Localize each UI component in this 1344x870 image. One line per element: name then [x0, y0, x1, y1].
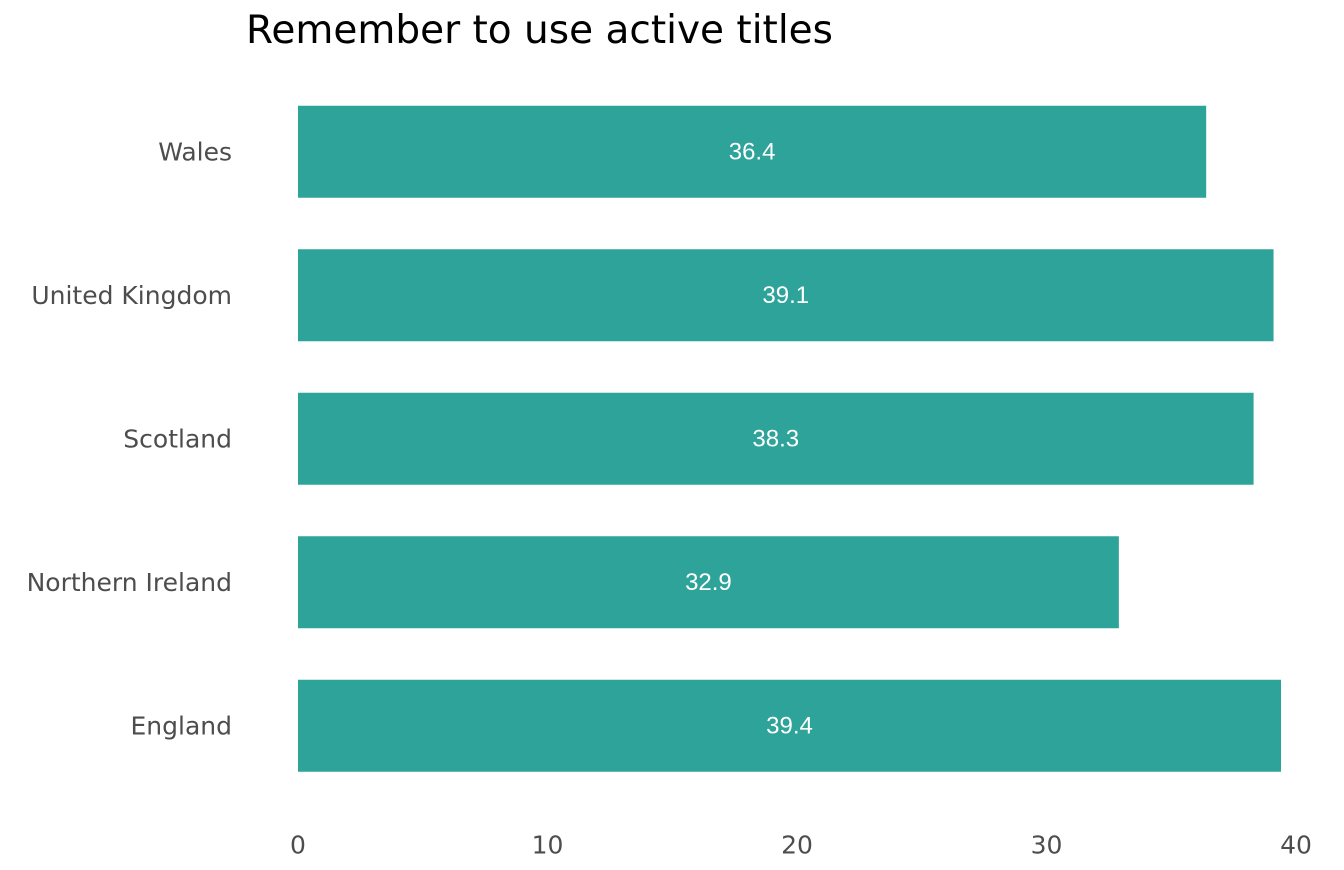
bar-northern-ireland	[298, 536, 1119, 629]
bar-united-kingdom	[298, 249, 1274, 342]
category-labels-layer: England Northern Ireland Scotland United Ki…	[27, 137, 232, 740]
bar-england	[298, 679, 1282, 772]
bar-wales	[298, 105, 1207, 198]
category-label: Wales	[158, 137, 232, 166]
bars-layer	[298, 105, 1282, 772]
category-label: Northern Ireland	[27, 568, 232, 597]
category-label: England	[131, 711, 233, 740]
data-label: 32.9	[685, 569, 732, 596]
data-label: 39.4	[766, 712, 813, 739]
data-label: 36.4	[729, 138, 776, 165]
x-tick-label: 30	[1031, 831, 1063, 860]
x-axis-ticks-layer: 0 10 20 30 40	[290, 831, 1312, 860]
chart-title: Remember to use active titles	[246, 8, 833, 53]
category-label: Scotland	[123, 424, 232, 453]
data-label: 39.1	[762, 282, 809, 309]
x-tick-label: 40	[1280, 831, 1312, 860]
category-label: United Kingdom	[31, 281, 232, 310]
data-label: 38.3	[752, 425, 799, 452]
bar-scotland	[298, 392, 1254, 485]
x-tick-label: 0	[290, 831, 306, 860]
data-labels-layer: 39.4 32.9 38.3 39.1 36.4	[685, 138, 813, 739]
x-tick-label: 20	[781, 831, 813, 860]
x-tick-label: 10	[532, 831, 564, 860]
